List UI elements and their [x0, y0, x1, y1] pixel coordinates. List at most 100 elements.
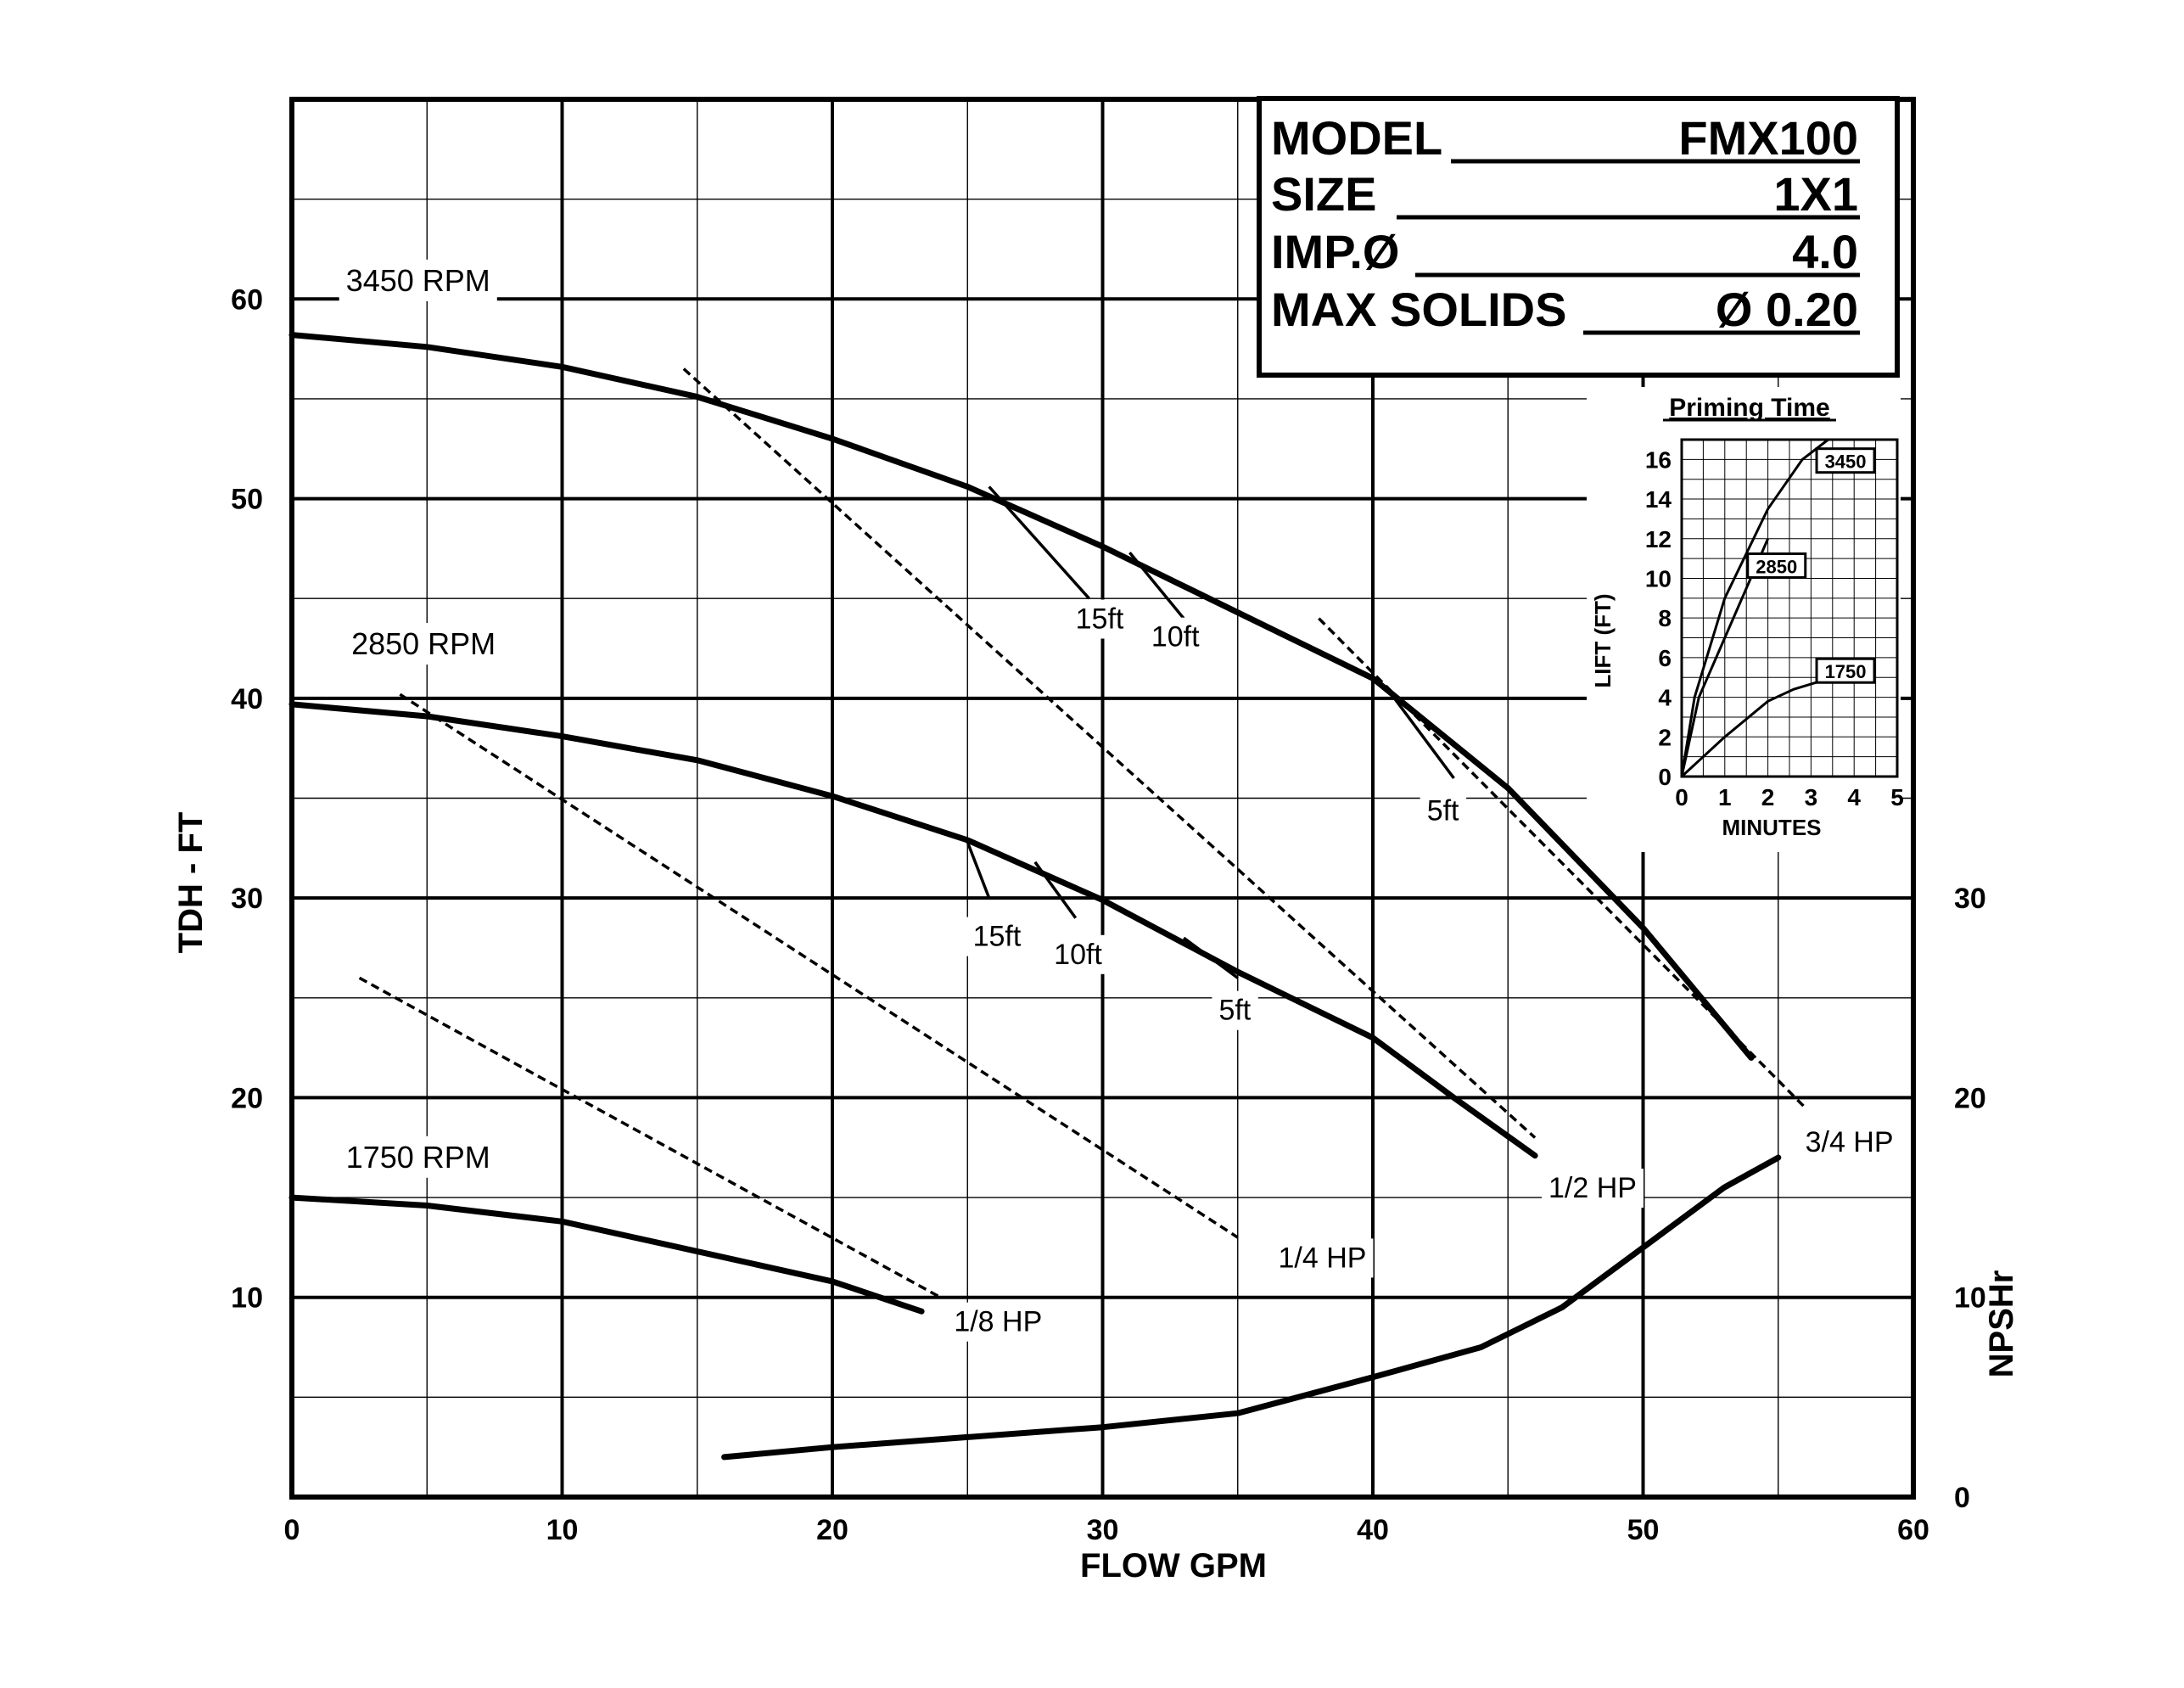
- inset-tag-label: 2850: [1756, 556, 1797, 577]
- plot-frame: [289, 97, 1916, 1500]
- inset-x-tick-label: 5: [1890, 784, 1904, 810]
- spec-model-value: FMX100: [1678, 111, 1858, 165]
- hp-line: [682, 367, 1537, 1139]
- inset-y-tick-label: 12: [1645, 526, 1672, 552]
- npsh-branch-label: 10ft: [1151, 621, 1200, 653]
- hp-label-bg: [1271, 1238, 1374, 1278]
- rpm-label-bg: [344, 623, 503, 665]
- inset-tag-label: 3450: [1825, 451, 1867, 473]
- x-tick-label: 20: [816, 1514, 848, 1546]
- series-line: [721, 1154, 1782, 1461]
- rpm-label-bg: [339, 1136, 497, 1178]
- y2-tick-label: 30: [1954, 883, 1986, 915]
- npsh-branch-label-bg: [1068, 599, 1131, 639]
- npsh-branch-line: [966, 841, 991, 899]
- y-tick-label: 20: [231, 1082, 263, 1114]
- inset-frame: [1680, 438, 1899, 778]
- npsh-branch-label-bg: [966, 917, 1028, 956]
- x-tick-label: 0: [284, 1514, 300, 1546]
- inset-y-tick-label: 6: [1658, 645, 1672, 671]
- npsh-branch-label-bg: [1212, 990, 1258, 1030]
- y-axis-title: TDH - FT: [172, 812, 210, 954]
- x-tick-label: 40: [1357, 1514, 1389, 1546]
- spec-solids-label: MAX SOLIDS: [1271, 283, 1566, 336]
- x-tick-label: 50: [1627, 1514, 1660, 1546]
- hp-label-bg: [1798, 1122, 1901, 1162]
- labels: 3450 RPM 2850 RPM 1750 RPM 1/8 HP 1/4 HP 1/2 …: [339, 259, 1901, 1342]
- rpm-label: 1750 RPM: [346, 1140, 490, 1175]
- x-tick-label: 30: [1087, 1514, 1119, 1546]
- y-tick-label: 40: [231, 683, 263, 715]
- y-tick-label: 30: [231, 883, 263, 915]
- hp-label: 1/4 HP: [1279, 1242, 1367, 1274]
- npsh-branch-label-bg: [1047, 934, 1110, 974]
- y2-axis-title: NPSHr: [1983, 1270, 2020, 1378]
- inset-grid: [1682, 440, 1897, 777]
- rpm-label-bg: [339, 259, 497, 301]
- hp-label: 1/8 HP: [954, 1306, 1042, 1338]
- spec-box: MODEL FMX100 SIZE 1X1 IMP.Ø 4.0 MAX SOLI…: [1257, 96, 1900, 378]
- npsh-branch-label: 15ft: [1076, 603, 1124, 636]
- y-tick-label: 10: [231, 1282, 263, 1315]
- hp-label: 1/2 HP: [1548, 1172, 1637, 1204]
- rpm-label: 2850 RPM: [351, 626, 496, 661]
- y2-tick-label: 0: [1954, 1482, 1970, 1514]
- inset-x-tick-label: 3: [1805, 784, 1818, 810]
- inset-x-tick-label: 0: [1675, 784, 1688, 810]
- inset-tag-box: [1815, 447, 1876, 474]
- npsh-branch-line: [1393, 697, 1455, 780]
- series-line: [288, 1194, 925, 1315]
- inset-y-tick-label: 16: [1645, 446, 1672, 473]
- inset-tags: 3450 2850 1750: [1746, 447, 1876, 684]
- spec-size-value: 1X1: [1773, 167, 1858, 221]
- inset-y-tick-label: 14: [1645, 486, 1672, 513]
- inset-x-tick-label: 4: [1847, 784, 1861, 810]
- inset-tag-label: 1750: [1825, 661, 1867, 682]
- spec-impeller-label: IMP.Ø: [1271, 225, 1399, 278]
- spec-impeller-value: 4.0: [1792, 225, 1858, 278]
- y2-tick-label: 10: [1954, 1282, 1986, 1315]
- inset-y-tick-label: 2: [1658, 724, 1672, 750]
- inset-tag-box: [1815, 657, 1876, 684]
- hp-label-bg: [1542, 1169, 1644, 1209]
- npsh-branch-label: 10ft: [1054, 939, 1102, 971]
- inset-y-tick-label: 0: [1658, 764, 1672, 790]
- x-tick-label: 10: [546, 1514, 579, 1546]
- y-tick-label: 50: [231, 484, 263, 516]
- inset-series-line: [1680, 680, 1821, 778]
- hp-label: 3/4 HP: [1806, 1126, 1894, 1158]
- spec-model-label: MODEL: [1271, 111, 1442, 165]
- inset-y-tick-label: 4: [1658, 685, 1672, 711]
- inset-x-tick-label: 2: [1761, 784, 1775, 810]
- hp-line: [399, 693, 1239, 1239]
- y2-tick-label: 20: [1954, 1082, 1986, 1114]
- spec-solids-value: Ø 0.20: [1716, 283, 1858, 336]
- inset-series-line: [1680, 438, 1829, 777]
- series-line: [288, 701, 1538, 1159]
- npsh-branch-label: 5ft: [1427, 794, 1459, 827]
- series-line: [288, 332, 1755, 1061]
- inset-x-axis-title: MINUTES: [1722, 815, 1822, 840]
- x-tick-label: 60: [1897, 1514, 1929, 1546]
- npsh-branch-label-bg: [1144, 617, 1207, 657]
- npsh-branch-label: 5ft: [1218, 995, 1251, 1027]
- spec-size-label: SIZE: [1271, 167, 1376, 221]
- rpm-label: 3450 RPM: [346, 263, 490, 298]
- y-tick-label: 60: [231, 283, 263, 316]
- inset-tag-box: [1746, 552, 1807, 579]
- hp-label-bg: [947, 1302, 1050, 1342]
- hp-line: [358, 976, 942, 1299]
- inset-y-axis-title: LIFT (FT): [1590, 593, 1616, 687]
- npsh-branch-label: 15ft: [973, 921, 1022, 953]
- inset-y-tick-label: 8: [1658, 605, 1672, 631]
- curves: [288, 332, 1806, 1461]
- inset-title: Priming Time: [1669, 394, 1830, 422]
- inset-y-tick-label: 10: [1645, 565, 1672, 592]
- npsh-branch-label-bg: [1420, 791, 1467, 831]
- inset-x-tick-label: 1: [1718, 784, 1732, 810]
- x-axis-title: FLOW GPM: [1080, 1547, 1267, 1584]
